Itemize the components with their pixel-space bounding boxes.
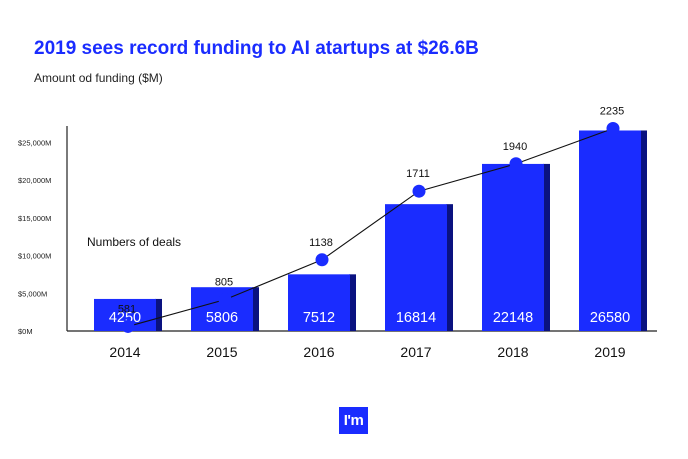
chart-subtitle: Amount od funding ($M) bbox=[34, 71, 163, 85]
bar-side bbox=[349, 274, 356, 331]
bar bbox=[288, 274, 350, 331]
deals-value-label: 581 bbox=[118, 303, 136, 315]
deals-value-label: 1940 bbox=[503, 141, 527, 153]
x-tick-label: 2015 bbox=[206, 344, 237, 360]
x-tick-label: 2018 bbox=[497, 344, 528, 360]
bar-value-label: 4250 bbox=[109, 310, 141, 326]
x-tick-label: 2017 bbox=[400, 344, 431, 360]
x-tick-label: 2014 bbox=[109, 344, 140, 360]
y-tick-label: $0M bbox=[18, 327, 33, 336]
bar-value-label: 7512 bbox=[303, 310, 335, 326]
deals-point bbox=[606, 121, 620, 135]
bar-value-label: 26580 bbox=[590, 310, 630, 326]
bar-side bbox=[543, 163, 550, 331]
deals-value-label: 1711 bbox=[406, 168, 430, 180]
x-tick-label: 2019 bbox=[594, 344, 625, 360]
deals-point bbox=[509, 157, 523, 171]
deals-point bbox=[121, 319, 135, 333]
x-tick-label: 2016 bbox=[303, 344, 334, 360]
bar-side bbox=[155, 298, 162, 331]
deals-value-label: 1138 bbox=[309, 237, 333, 249]
bar-side bbox=[446, 204, 453, 331]
bar-value-label: 5806 bbox=[206, 310, 238, 326]
deals-annotation: Numbers of deals bbox=[87, 235, 181, 249]
deals-point bbox=[412, 184, 426, 198]
y-tick-label: $10,000M bbox=[18, 252, 51, 261]
chart-title: 2019 sees record funding to AI atartups … bbox=[34, 38, 479, 59]
bar-side bbox=[640, 130, 647, 331]
deals-line bbox=[127, 127, 614, 327]
y-tick-label: $25,000M bbox=[18, 138, 51, 147]
deals-point bbox=[315, 253, 329, 267]
bar-value-label: 16814 bbox=[396, 310, 436, 326]
brand-logo: I'm bbox=[339, 407, 368, 434]
bar bbox=[579, 130, 641, 331]
deals-point bbox=[218, 293, 232, 307]
bar bbox=[385, 204, 447, 331]
y-tick-label: $15,000M bbox=[18, 214, 51, 223]
deals-value-label: 805 bbox=[215, 277, 233, 289]
y-tick-label: $5,000M bbox=[18, 289, 47, 298]
y-tick-label: $20,000M bbox=[18, 176, 51, 185]
bar-side bbox=[252, 287, 259, 331]
bar bbox=[482, 163, 544, 331]
bar-value-label: 22148 bbox=[493, 310, 533, 326]
deals-value-label: 2235 bbox=[600, 105, 624, 117]
